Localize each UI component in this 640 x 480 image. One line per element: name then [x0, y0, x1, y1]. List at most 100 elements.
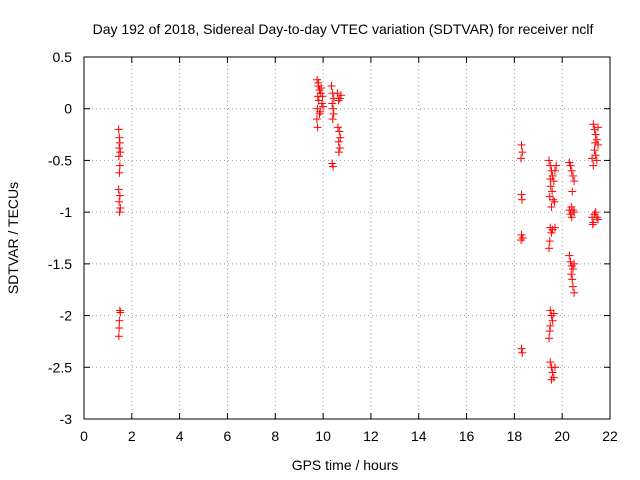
data-point: [567, 213, 576, 222]
chart-title: Day 192 of 2018, Sidereal Day-to-day VTE…: [93, 21, 594, 37]
data-point: [591, 208, 600, 217]
data-point: [518, 234, 527, 242]
data-point: [115, 208, 124, 217]
data-point: [548, 316, 557, 325]
data-point: [568, 275, 577, 284]
data-point: [590, 125, 599, 134]
data-point: [115, 144, 124, 153]
data-point: [335, 127, 344, 136]
data-point: [115, 161, 124, 170]
data-point: [551, 166, 560, 175]
grid-lines: [84, 57, 610, 419]
data-point: [592, 213, 601, 222]
data-point: [316, 107, 325, 116]
y-tick-label: 0.5: [53, 49, 73, 65]
data-point: [115, 138, 124, 147]
data-point: [591, 130, 600, 139]
data-point: [333, 123, 342, 132]
data-point: [116, 308, 125, 317]
data-point: [115, 168, 124, 177]
data-point: [328, 115, 337, 124]
data-point: [550, 197, 559, 206]
data-point: [115, 323, 124, 332]
plot-frame: [83, 56, 611, 420]
data-point: [545, 327, 554, 336]
data-point: [589, 120, 598, 129]
x-tick-label: 8: [271, 428, 279, 444]
y-tick-label: -2.5: [48, 359, 72, 375]
data-point: [545, 156, 554, 165]
data-point: [334, 137, 343, 146]
y-tick-label: -1: [60, 204, 73, 220]
data-point: [566, 257, 575, 266]
data-point: [336, 133, 345, 142]
data-point: [114, 332, 123, 341]
data-point: [551, 363, 560, 372]
data-point: [329, 109, 338, 118]
data-point: [548, 187, 557, 196]
x-tick-label: 22: [602, 428, 618, 444]
data-point: [116, 148, 125, 157]
data-point: [545, 244, 554, 253]
data-point: [319, 102, 328, 111]
data-point: [517, 154, 526, 163]
data-point: [334, 96, 343, 105]
y-tick-label: -2: [60, 308, 73, 324]
data-point: [588, 220, 597, 229]
data-point: [567, 270, 576, 279]
data-point: [551, 223, 560, 232]
data-point: [114, 152, 123, 161]
x-tick-label: 12: [363, 428, 379, 444]
data-point: [329, 162, 338, 171]
data-point: [313, 123, 322, 132]
data-point: [589, 161, 598, 170]
axes: 0 2 4 6 8 10 12 14 16 18 20 22 0.5 0 -0.5 -1 -1.5 -2 -2.5 -…: [48, 49, 618, 444]
data-point: [568, 187, 577, 196]
data-points: [114, 75, 603, 384]
data-point: [570, 259, 579, 268]
data-point: [115, 316, 124, 325]
y-tick-label: -1.5: [48, 256, 72, 272]
data-point: [517, 236, 526, 245]
x-tick-label: 20: [554, 428, 570, 444]
data-point: [594, 215, 603, 224]
x-tick-label: 0: [80, 428, 88, 444]
data-point: [327, 81, 336, 90]
y-tick-label: -3: [60, 411, 73, 427]
y-tick-label: -0.5: [48, 152, 72, 168]
y-tick-label: 0: [64, 101, 72, 117]
data-point: [114, 125, 123, 134]
data-point: [545, 237, 554, 246]
data-point: [548, 368, 557, 377]
data-point: [570, 288, 579, 297]
data-point: [588, 154, 597, 163]
data-point: [570, 177, 579, 186]
data-point: [518, 148, 527, 157]
x-tick-label: 4: [176, 428, 184, 444]
data-point: [115, 197, 124, 206]
data-point: [337, 91, 346, 100]
y-axis-label: SDTVAR / TECUs: [5, 182, 21, 294]
data-point: [591, 138, 600, 147]
data-point: [547, 375, 556, 384]
data-point: [568, 282, 577, 291]
data-point: [590, 146, 599, 155]
x-tick-label: 16: [459, 428, 475, 444]
data-point: [565, 251, 574, 260]
data-point: [567, 202, 576, 211]
x-tick-label: 6: [224, 428, 232, 444]
data-point: [517, 140, 526, 149]
data-point: [594, 123, 603, 132]
data-point: [334, 148, 343, 157]
x-axis-label: GPS time / hours: [292, 457, 399, 473]
x-tick-label: 18: [507, 428, 523, 444]
data-point: [114, 185, 123, 194]
data-point: [518, 348, 527, 357]
data-point: [314, 78, 323, 87]
data-point: [328, 99, 337, 108]
data-point: [115, 191, 124, 200]
x-tick-label: 10: [315, 428, 331, 444]
data-point: [547, 202, 556, 211]
data-point: [568, 265, 577, 274]
data-point: [546, 182, 555, 191]
